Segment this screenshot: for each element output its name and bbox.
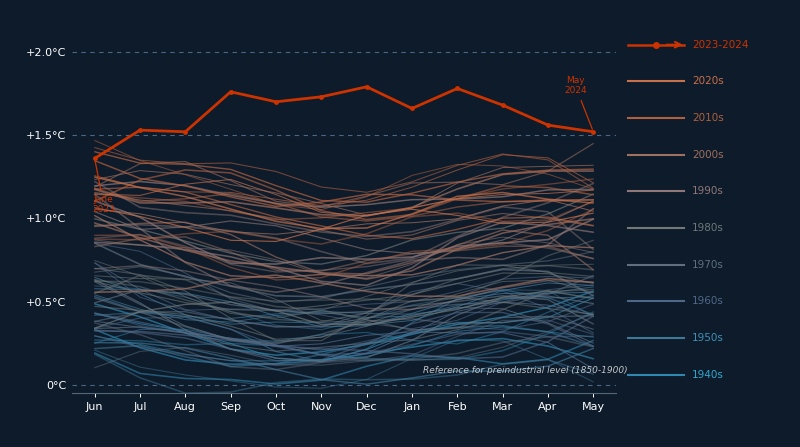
Text: June
2023: June 2023: [92, 161, 115, 215]
Text: 2020s: 2020s: [692, 76, 724, 86]
Text: Reference for preindustrial level (1850-1900): Reference for preindustrial level (1850-…: [423, 366, 628, 375]
Text: 2010s: 2010s: [692, 113, 724, 123]
Text: 1940s: 1940s: [692, 370, 724, 380]
Text: 2023-2024: 2023-2024: [692, 40, 749, 50]
Text: 1970s: 1970s: [692, 260, 724, 270]
Text: 1960s: 1960s: [692, 296, 724, 306]
Text: May
2024: May 2024: [564, 76, 592, 129]
Text: 1980s: 1980s: [692, 223, 724, 233]
Text: 2000s: 2000s: [692, 150, 724, 160]
Text: 1990s: 1990s: [692, 186, 724, 196]
Text: 1950s: 1950s: [692, 333, 724, 343]
